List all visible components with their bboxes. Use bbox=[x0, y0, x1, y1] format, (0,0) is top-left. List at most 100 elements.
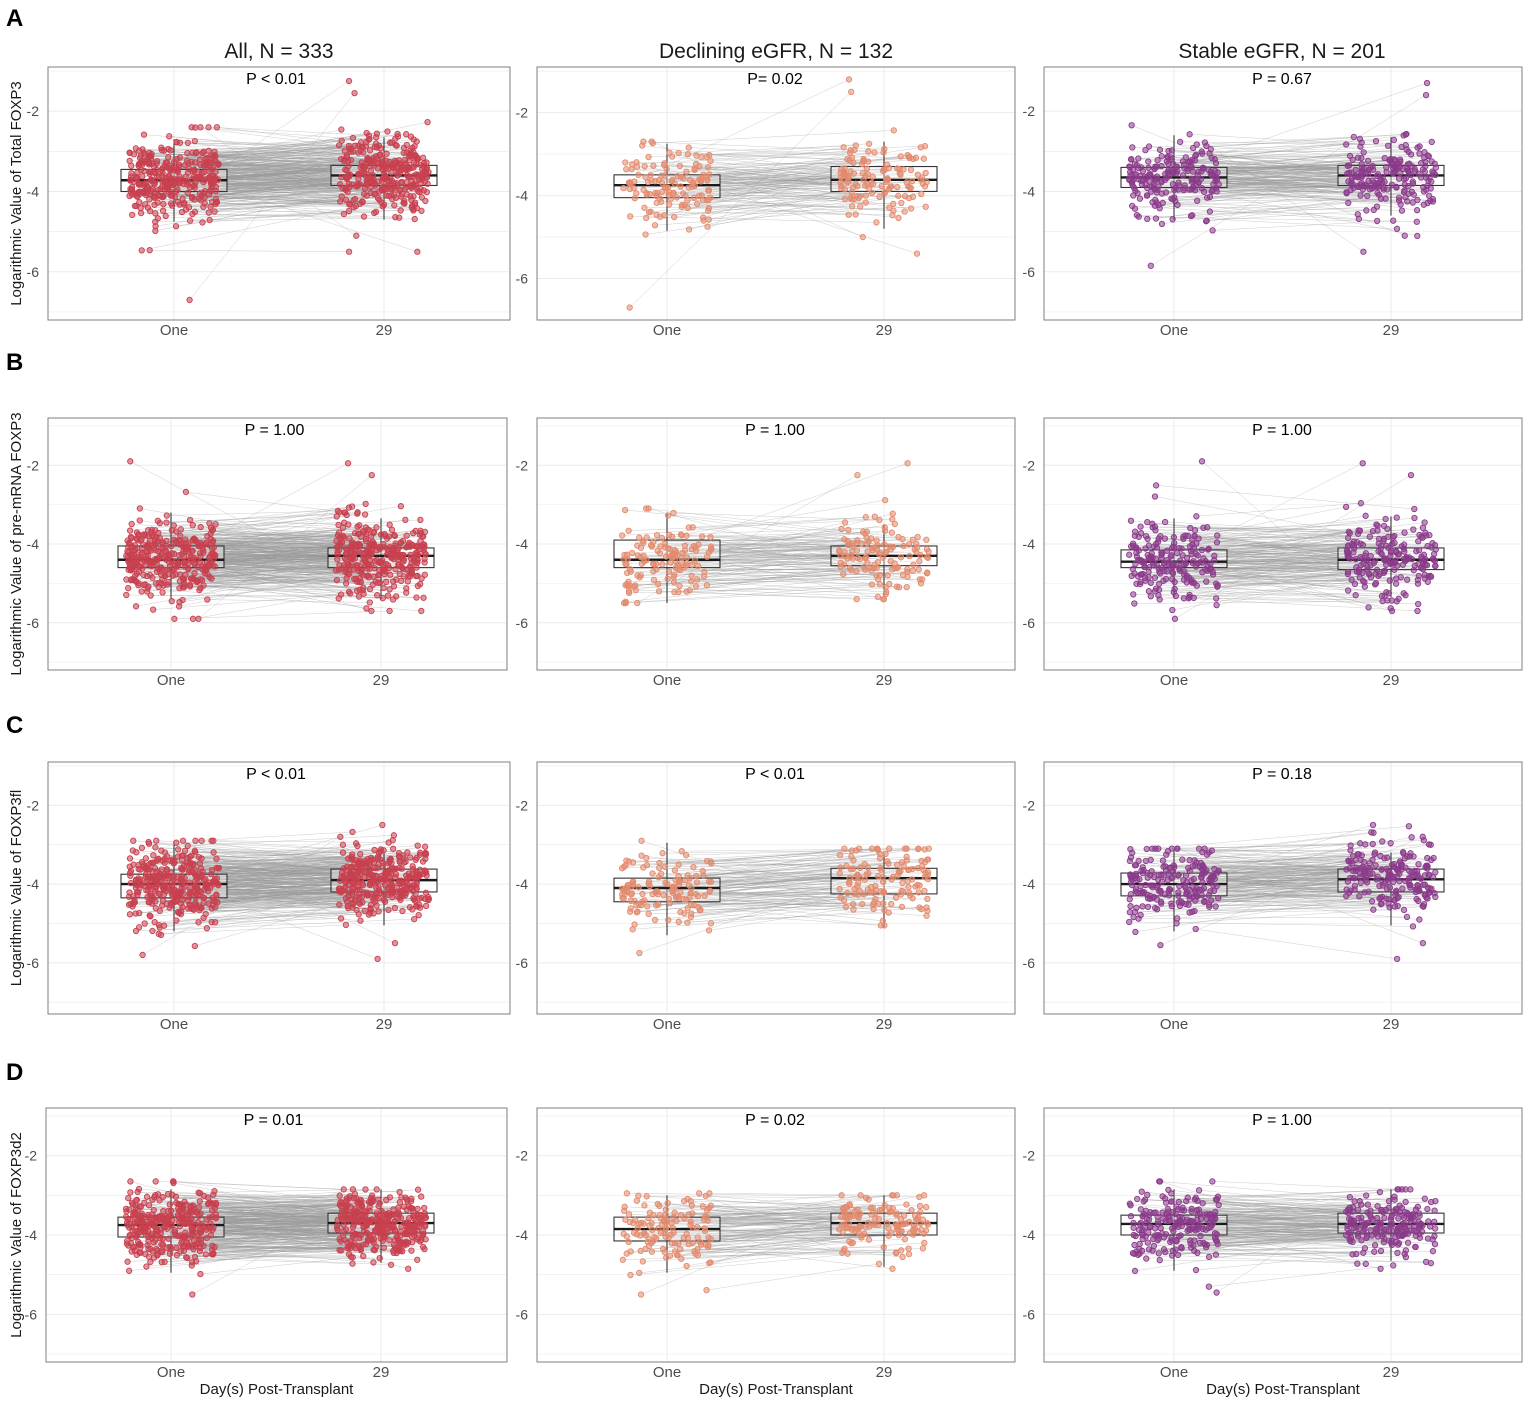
point bbox=[1402, 175, 1409, 182]
point bbox=[418, 894, 425, 901]
point bbox=[882, 497, 889, 504]
point bbox=[1192, 151, 1200, 158]
point bbox=[906, 184, 913, 191]
point bbox=[853, 595, 860, 603]
point bbox=[343, 167, 350, 174]
point bbox=[191, 569, 198, 577]
paired-line bbox=[192, 213, 364, 217]
y-tick-label: -4 bbox=[516, 536, 529, 552]
point bbox=[140, 531, 148, 538]
point bbox=[859, 170, 866, 177]
point bbox=[1344, 162, 1351, 169]
point bbox=[1162, 189, 1170, 196]
point bbox=[863, 165, 871, 172]
paired-line bbox=[1206, 145, 1385, 159]
point bbox=[389, 596, 397, 603]
point bbox=[184, 189, 191, 197]
y-tick-label: -2 bbox=[1023, 103, 1036, 119]
point bbox=[1360, 248, 1367, 255]
point bbox=[397, 503, 405, 510]
point bbox=[1383, 168, 1390, 176]
point bbox=[664, 575, 671, 583]
point bbox=[865, 140, 873, 147]
point bbox=[410, 193, 417, 200]
paired-line bbox=[703, 171, 845, 218]
point bbox=[402, 160, 409, 167]
point bbox=[370, 540, 378, 547]
point bbox=[696, 163, 703, 170]
point bbox=[209, 538, 216, 545]
point bbox=[666, 201, 673, 208]
point bbox=[366, 599, 373, 606]
point bbox=[1344, 548, 1351, 555]
point bbox=[890, 127, 897, 134]
point bbox=[1141, 173, 1149, 181]
point bbox=[208, 837, 215, 844]
point bbox=[128, 170, 135, 177]
point bbox=[212, 187, 220, 195]
point bbox=[350, 204, 357, 211]
point bbox=[1401, 232, 1408, 239]
point bbox=[1361, 579, 1368, 586]
point bbox=[343, 511, 350, 519]
point bbox=[410, 136, 417, 143]
point bbox=[1400, 189, 1408, 196]
point bbox=[365, 574, 373, 581]
point bbox=[386, 607, 393, 615]
paired-line bbox=[200, 150, 345, 166]
point bbox=[392, 551, 400, 558]
point bbox=[1165, 166, 1173, 173]
point bbox=[1416, 150, 1423, 157]
point bbox=[160, 582, 167, 589]
point bbox=[186, 217, 194, 224]
point bbox=[1206, 208, 1214, 215]
point bbox=[1143, 192, 1151, 199]
point bbox=[160, 922, 168, 929]
point bbox=[139, 549, 146, 556]
point bbox=[1415, 600, 1422, 608]
point bbox=[363, 605, 370, 612]
point bbox=[1386, 157, 1394, 164]
point bbox=[1374, 189, 1381, 197]
x-tick-label: 29 bbox=[1383, 672, 1400, 689]
point bbox=[859, 233, 866, 241]
point bbox=[348, 181, 356, 188]
point bbox=[645, 153, 652, 161]
point bbox=[388, 161, 395, 168]
point bbox=[628, 165, 635, 173]
point bbox=[1409, 180, 1417, 187]
point bbox=[625, 588, 633, 595]
point bbox=[658, 172, 665, 179]
point bbox=[634, 552, 642, 559]
point bbox=[1385, 590, 1393, 597]
point bbox=[1372, 580, 1380, 587]
point bbox=[355, 548, 363, 555]
point bbox=[647, 172, 654, 179]
point bbox=[143, 543, 150, 550]
y-tick-label: -6 bbox=[27, 615, 40, 631]
point bbox=[914, 533, 921, 541]
point bbox=[856, 555, 864, 563]
point bbox=[1359, 460, 1366, 467]
point bbox=[1424, 199, 1431, 207]
point bbox=[1202, 218, 1210, 225]
point bbox=[691, 166, 698, 173]
point bbox=[196, 156, 204, 163]
y-tick-label: -2 bbox=[27, 457, 40, 473]
point bbox=[666, 149, 673, 157]
point bbox=[1343, 189, 1350, 196]
point bbox=[345, 588, 353, 596]
point bbox=[622, 599, 629, 607]
y-tick-label: -2 bbox=[27, 103, 40, 119]
point bbox=[619, 532, 626, 539]
point bbox=[1374, 522, 1381, 529]
point bbox=[136, 191, 144, 198]
point bbox=[390, 583, 398, 590]
point bbox=[881, 145, 888, 153]
point bbox=[146, 912, 153, 919]
paired-line bbox=[1211, 171, 1362, 186]
point bbox=[1345, 199, 1352, 207]
point bbox=[176, 161, 183, 168]
point bbox=[1411, 514, 1418, 522]
point bbox=[334, 556, 341, 563]
